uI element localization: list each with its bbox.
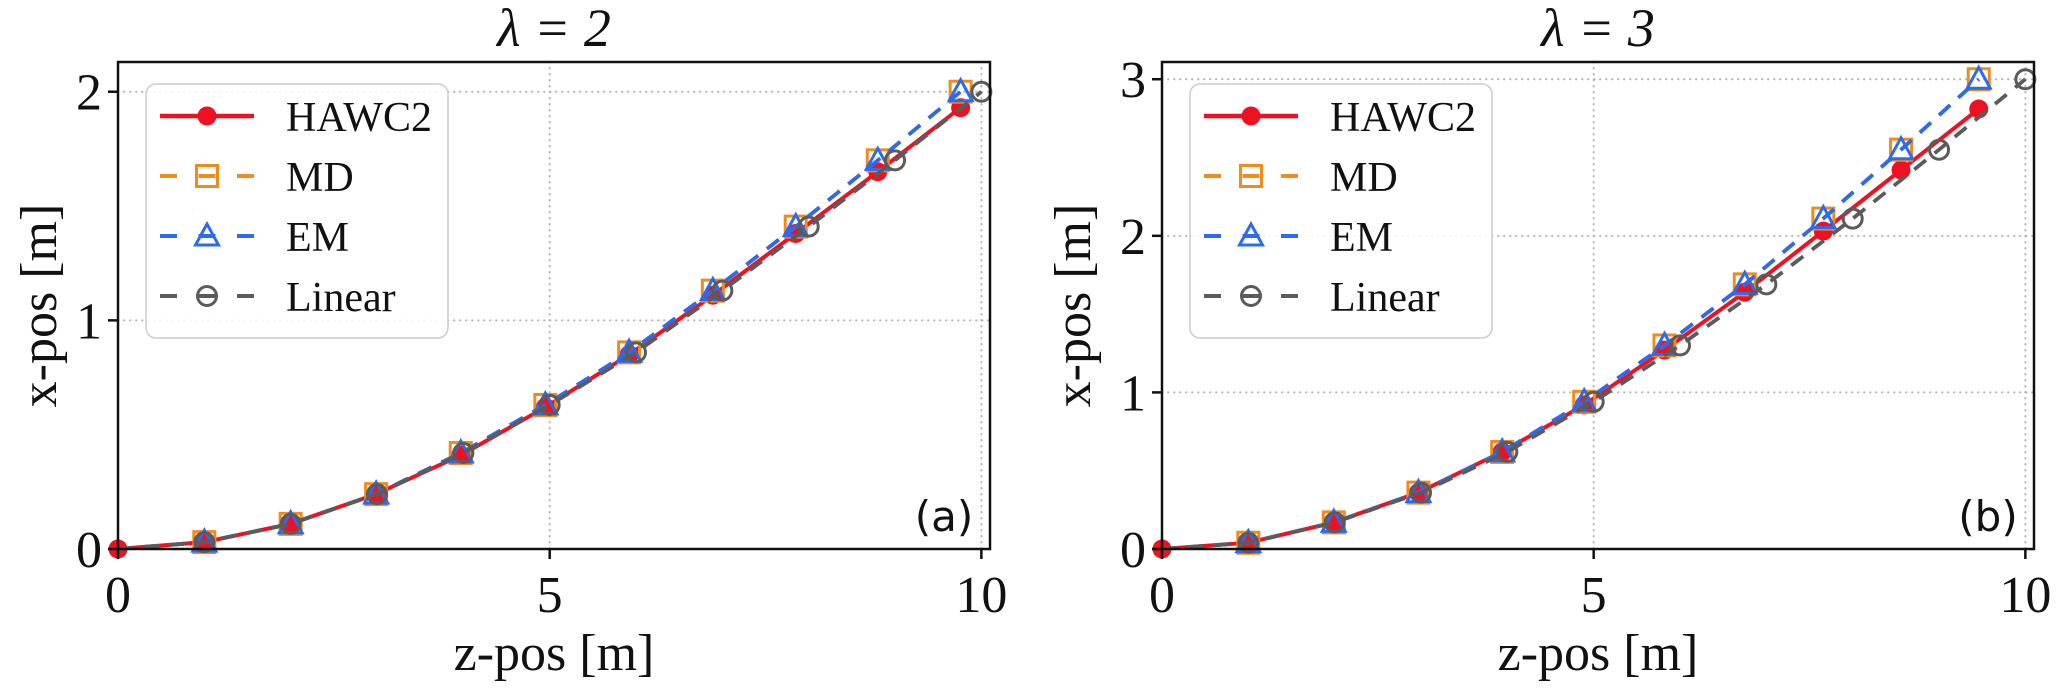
- legend-marker-linear: [196, 285, 218, 307]
- legend-item-em: EM: [160, 215, 349, 261]
- series-line-linear: [1161, 77, 2027, 551]
- x-tick-label: 0: [105, 567, 131, 624]
- plot-panel-b: 0 5 10 0 1 2 3 λ = 3 z-pos [m] x-pos [m] (b) HAWC2 M…: [1045, 0, 2051, 682]
- legend-item-linear: Linear: [160, 275, 396, 321]
- legend-marker-em: [192, 220, 222, 247]
- legend-marker-md: [195, 164, 219, 188]
- y-axis-label: x-pos [m]: [11, 204, 68, 408]
- legend-label-md: MD: [1330, 155, 1398, 201]
- x-tick-label: 5: [537, 567, 563, 624]
- marker-linear: [797, 215, 820, 238]
- axes-frame: [1160, 60, 2036, 551]
- plot-panel-a: 0 5 10 0 1 2 λ = 2 z-pos [m] x-pos [m] (a) HAWC2 MD…: [11, 0, 1007, 682]
- y-tick-label: 2: [1120, 209, 1146, 266]
- marker-em: [1570, 386, 1599, 413]
- marker-em: [615, 337, 644, 363]
- marker-linear: [1669, 334, 1692, 357]
- marker-linear: [711, 279, 734, 302]
- y-tick-label: 0: [1120, 522, 1146, 579]
- marker-em: [946, 76, 975, 103]
- axes-frame: [116, 60, 992, 551]
- legend-marker-linear: [1240, 285, 1262, 307]
- legend-label-md: MD: [286, 155, 354, 201]
- marker-hawc2: [1813, 221, 1833, 241]
- marker-linear: [1582, 390, 1605, 413]
- x-tick-label: 0: [1149, 567, 1175, 624]
- legend: HAWC2 MD EM Linear: [1189, 83, 1493, 339]
- legend-item-linear: Linear: [1204, 275, 1440, 321]
- legend-marker-hawc2: [197, 106, 217, 126]
- x-tick-label: 5: [1581, 567, 1607, 624]
- marker-em: [1730, 269, 1759, 295]
- y-tick-label: 3: [1120, 52, 1146, 109]
- marker-linear: [884, 149, 907, 172]
- marker-em: [1809, 203, 1838, 230]
- marker-linear: [1496, 440, 1519, 463]
- marker-hawc2: [1891, 160, 1911, 180]
- legend-label-hawc2: HAWC2: [286, 95, 432, 141]
- marker-linear: [1841, 207, 1864, 230]
- legend-label-em: EM: [286, 215, 349, 261]
- y-tick-label: 1: [1120, 365, 1146, 422]
- chart-title: λ = 3: [1539, 0, 1655, 58]
- legend-label-linear: Linear: [286, 275, 396, 321]
- legend-label-linear: Linear: [1330, 275, 1440, 321]
- y-tick-label: 1: [76, 293, 102, 350]
- y-tick-label: 2: [76, 65, 102, 122]
- legend-item-md: MD: [1204, 155, 1398, 201]
- marker-linear: [1323, 511, 1346, 534]
- series-line-em: [117, 90, 962, 551]
- marker-em: [863, 145, 892, 171]
- marker-em: [1964, 64, 1993, 90]
- x-tick-label: 10: [955, 567, 1007, 624]
- legend-item-em: EM: [1204, 215, 1393, 261]
- x-axis-label: z-pos [m]: [454, 625, 655, 682]
- legend-item-hawc2: HAWC2: [160, 95, 432, 141]
- marker-linear: [279, 512, 302, 535]
- panel-label: (a): [915, 492, 974, 541]
- marker-linear: [1755, 273, 1778, 296]
- marker-linear: [1410, 481, 1433, 504]
- x-axis-label: z-pos [m]: [1498, 625, 1699, 682]
- legend-marker-em: [1236, 220, 1266, 247]
- marker-linear: [452, 441, 475, 464]
- x-tick-label: 10: [1999, 567, 2051, 624]
- marker-linear: [366, 483, 389, 506]
- marker-linear: [193, 531, 216, 554]
- legend-marker-md: [1239, 164, 1263, 188]
- legend: HAWC2 MD EM Linear: [145, 83, 449, 339]
- marker-linear: [625, 341, 648, 364]
- marker-linear: [538, 393, 561, 416]
- legend-item-hawc2: HAWC2: [1204, 95, 1476, 141]
- marker-linear: [1928, 138, 1951, 161]
- y-tick-label: 0: [76, 522, 102, 579]
- legend-box: [1189, 83, 1493, 339]
- marker-em: [1887, 134, 1916, 161]
- chart-title: λ = 2: [495, 0, 611, 58]
- y-axis-label: x-pos [m]: [1045, 204, 1102, 408]
- legend-label-em: EM: [1330, 215, 1393, 261]
- marker-linear: [1237, 531, 1260, 554]
- legend-marker-hawc2: [1241, 106, 1261, 126]
- panel-label: (b): [1958, 492, 2017, 541]
- legend-box: [145, 83, 449, 339]
- legend-item-md: MD: [160, 155, 354, 201]
- series-line-linear: [117, 90, 983, 551]
- legend-label-hawc2: HAWC2: [1330, 95, 1476, 141]
